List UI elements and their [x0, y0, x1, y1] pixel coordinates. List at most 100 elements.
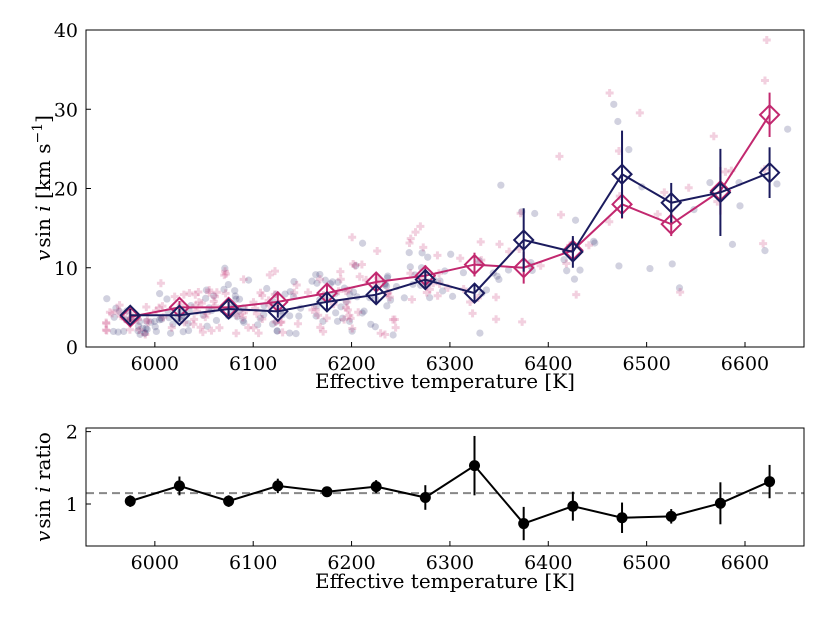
scatter-point: [224, 280, 232, 289]
scatter-point: [290, 288, 299, 297]
scatter-point: [536, 261, 545, 270]
scatter-point: [179, 328, 187, 336]
scatter-point: [312, 271, 320, 279]
binned-series-layer: [119, 92, 781, 328]
ylabel-i: i: [31, 205, 55, 211]
scatter-point: [389, 331, 397, 339]
scatter-point: [333, 317, 342, 325]
top-x-axis-label: Effective temperature [K]: [315, 369, 575, 393]
scatter-point: [322, 314, 331, 323]
scatter-point: [341, 303, 350, 312]
scatter-point: [328, 278, 337, 286]
scatter-point: [349, 288, 358, 296]
bottom-panel: 6000 6100 6200 6300 6400 6500 6600 1 2 Effective…: [31, 422, 805, 593]
scatter-point: [571, 216, 580, 224]
scatter-point: [351, 261, 360, 270]
scatter-point: [286, 288, 294, 296]
scatter-point: [422, 288, 431, 297]
scatter-point: [166, 329, 175, 337]
scatter-point: [380, 330, 389, 339]
scatter-point: [518, 317, 527, 326]
scatter-point: [232, 329, 241, 338]
scatter-point: [675, 284, 684, 292]
bottom-xtick-label: 6200: [327, 552, 375, 574]
scatter-point: [179, 290, 188, 299]
scatter-point: [576, 266, 584, 274]
scatter-point: [142, 324, 150, 333]
diamond-marker: [561, 240, 584, 263]
scatter-point: [212, 316, 221, 325]
bottom-xtick-label: 6400: [524, 552, 572, 574]
scatter-point: [343, 305, 352, 314]
scatter-point: [144, 318, 153, 327]
ratio-ylabel-v: v: [31, 530, 55, 542]
scatter-point: [155, 316, 164, 324]
scatter-point: [281, 290, 289, 298]
scatter-point: [384, 272, 392, 280]
scatter-point: [360, 307, 368, 315]
scatter-point: [151, 317, 159, 325]
bottom-ytick-label: 1: [66, 494, 78, 516]
top-ytick-label: 10: [54, 258, 78, 280]
scatter-point: [425, 285, 434, 294]
scatter-point: [232, 295, 240, 303]
top-xtick-label: 6500: [622, 353, 670, 375]
scatter-point: [316, 323, 325, 332]
scatter-point: [220, 285, 228, 293]
scatter-point: [358, 309, 366, 317]
scatter-point: [476, 329, 484, 337]
scatter-point: [239, 316, 247, 325]
scatter-point: [203, 322, 211, 330]
scatter-point: [142, 303, 151, 312]
scatter-point: [728, 240, 737, 248]
scatter-point: [215, 323, 224, 332]
scatter-point: [308, 277, 316, 285]
bottom-xtick-label: 6300: [426, 552, 474, 574]
scatter-point: [141, 329, 149, 337]
scatter-point: [531, 209, 539, 218]
ylabel-exponent: −1: [30, 123, 46, 144]
scatter-point: [433, 291, 442, 300]
top-ytick-label: 0: [66, 337, 78, 359]
scatter-point: [367, 320, 375, 328]
scatter-point: [312, 312, 320, 320]
scatter-point: [304, 288, 313, 297]
scatter-point: [273, 327, 281, 335]
scatter-point: [332, 309, 340, 317]
diamond-marker: [463, 282, 486, 305]
scatter-point: [286, 312, 294, 320]
top-xtick-label: 6300: [426, 353, 474, 375]
scatter-point: [563, 267, 571, 275]
scatter-point: [113, 306, 122, 315]
scatter-point: [135, 325, 144, 334]
scatter-point: [238, 313, 247, 322]
scatter-point: [433, 251, 442, 260]
scatter-point: [102, 318, 111, 327]
scatter-point: [495, 240, 504, 249]
scatter-point: [142, 317, 150, 325]
ratio-point: [714, 497, 726, 509]
scatter-point: [205, 288, 214, 297]
scatter-point: [158, 302, 167, 311]
ratio-ylabel-i: i: [31, 486, 55, 492]
scatter-point: [315, 275, 324, 284]
scatter-point: [653, 210, 662, 219]
scatter-point: [211, 301, 220, 310]
bottom-xtick-label: 6100: [229, 552, 277, 574]
scatter-point: [292, 330, 300, 338]
diamond-marker: [217, 296, 240, 319]
scatter-point: [201, 313, 210, 322]
ratio-point: [223, 495, 235, 507]
scatter-point: [191, 290, 200, 299]
scatter-point: [239, 275, 248, 284]
diamond-marker: [266, 300, 289, 323]
diamond-marker: [168, 304, 191, 327]
scatter-point: [316, 270, 324, 279]
scatter-point: [706, 179, 714, 187]
scatter-point: [141, 330, 150, 339]
ratio-point: [567, 500, 579, 512]
top-xtick-label: 6100: [229, 353, 277, 375]
scatter-point: [268, 320, 277, 328]
scatter-point: [385, 293, 394, 302]
scatter-point: [492, 293, 501, 302]
